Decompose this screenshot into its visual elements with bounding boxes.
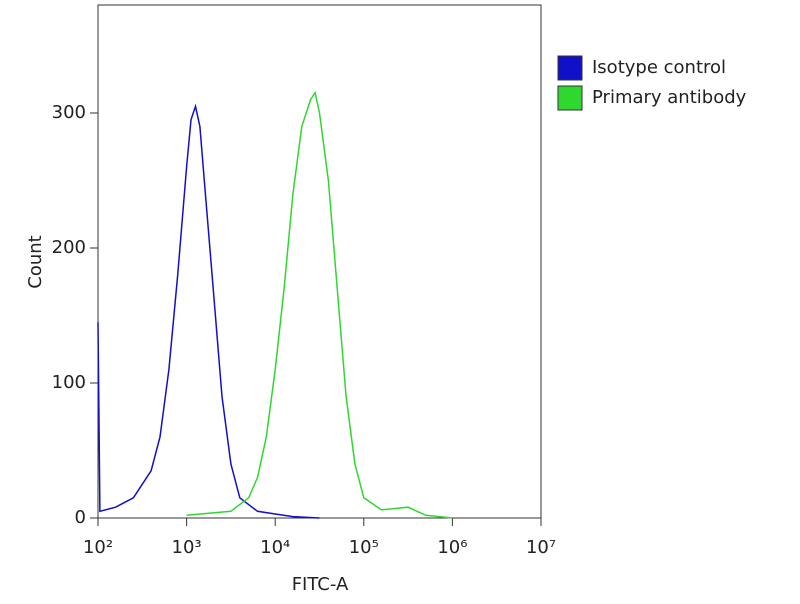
x-tick-label: 10⁴ xyxy=(260,537,290,558)
legend-swatch xyxy=(557,55,583,81)
plot-frame xyxy=(97,4,542,519)
histogram-line xyxy=(186,90,453,519)
x-tick-label: 10⁵ xyxy=(349,537,379,558)
y-tick-label: 100 xyxy=(52,372,86,393)
x-tick-label: 10² xyxy=(83,537,113,558)
legend-label: Isotype control xyxy=(592,57,726,78)
x-tick-label: 10⁶ xyxy=(437,537,467,558)
y-axis-label: Count xyxy=(25,235,46,288)
x-tick-label: 10⁷ xyxy=(526,537,556,558)
histogram-line xyxy=(97,103,320,519)
x-axis-label: FITC-A xyxy=(292,574,349,595)
legend-label: Primary antibody xyxy=(592,87,747,108)
y-tick-label: 300 xyxy=(52,102,86,123)
y-tick-label: 200 xyxy=(52,237,86,258)
x-tick-label: 10³ xyxy=(172,537,202,558)
legend-swatch xyxy=(557,85,583,111)
y-tick-label: 0 xyxy=(75,507,86,528)
